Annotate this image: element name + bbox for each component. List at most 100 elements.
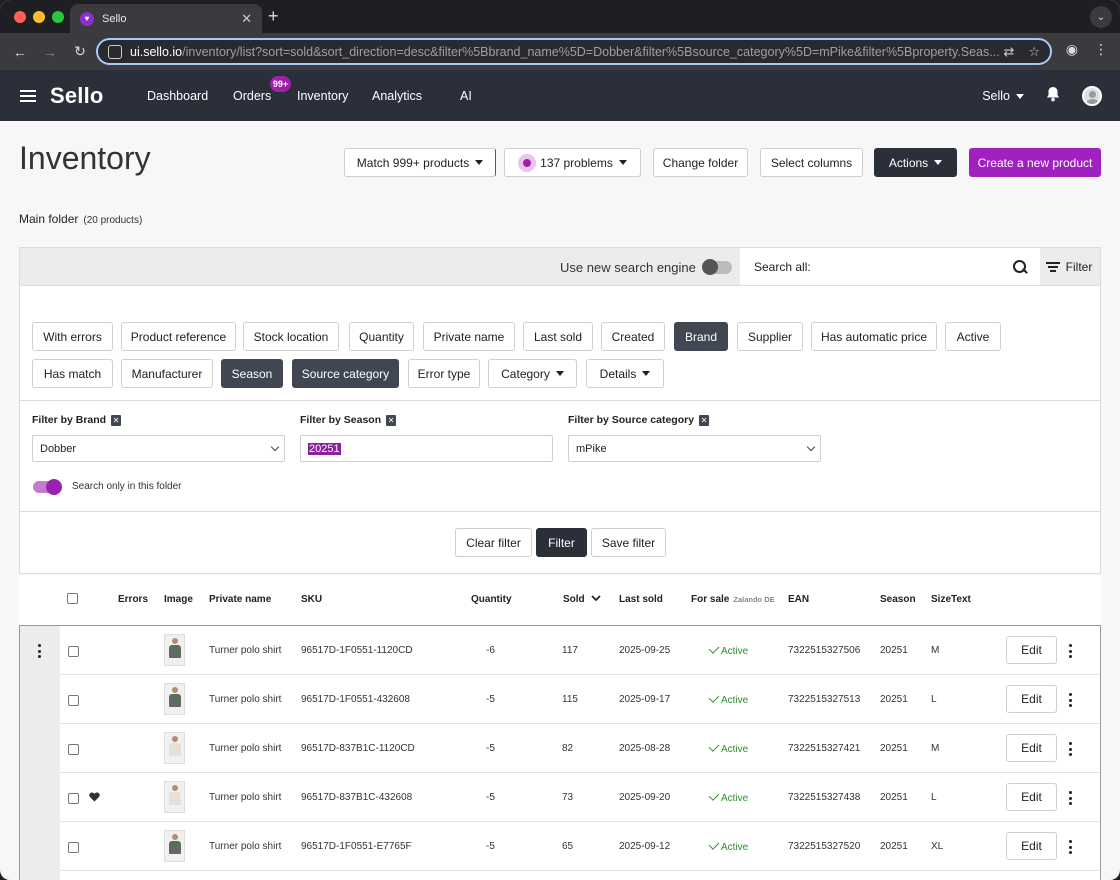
edit-button[interactable]: Edit xyxy=(1006,832,1057,860)
maximize-window-button[interactable] xyxy=(52,11,64,23)
search-engine-switch[interactable] xyxy=(701,259,732,275)
chip-manufacturer[interactable]: Manufacturer xyxy=(121,359,213,388)
chip-supplier[interactable]: Supplier xyxy=(737,322,803,351)
chip-product-reference[interactable]: Product reference xyxy=(121,322,236,351)
browser-tab[interactable]: ♥ Sello ✕ xyxy=(70,4,262,33)
new-tab-icon[interactable]: + xyxy=(268,6,279,26)
match-products-button[interactable]: Match 999+ products xyxy=(344,148,496,177)
table-row[interactable]: Turner polo shirt 96517D-1F0551-E7765F -5 6… xyxy=(60,822,1100,871)
season-input[interactable]: 20251 xyxy=(300,435,553,462)
chip-source-category[interactable]: Source category xyxy=(292,359,399,388)
remove-season-filter-icon[interactable]: ✕ xyxy=(386,414,397,426)
clear-filter-button[interactable]: Clear filter xyxy=(455,528,532,557)
product-image[interactable] xyxy=(164,683,185,715)
select-columns-button[interactable]: Select columns xyxy=(760,148,863,177)
product-image[interactable] xyxy=(164,830,185,862)
apply-filter-button[interactable]: Filter xyxy=(536,528,587,557)
table-row[interactable]: Turner polo shirt 96517D-1F0551-432608 -5 1… xyxy=(60,675,1100,724)
bookmark-star-icon[interactable]: ☆ xyxy=(1028,43,1040,59)
select-all-checkbox[interactable] xyxy=(67,593,78,604)
chip-season[interactable]: Season xyxy=(221,359,283,388)
change-folder-button[interactable]: Change folder xyxy=(653,148,748,177)
hamburger-menu-icon[interactable] xyxy=(20,89,36,102)
chip-has-automatic-price[interactable]: Has automatic price xyxy=(811,322,937,351)
notification-bell-icon[interactable] xyxy=(1046,86,1060,105)
save-filter-button[interactable]: Save filter xyxy=(591,528,666,557)
col-last-sold[interactable]: Last sold xyxy=(619,594,663,605)
browser-menu-icon[interactable]: ⋮ xyxy=(1094,41,1108,57)
search-icon[interactable] xyxy=(1012,259,1028,275)
chip-category[interactable]: Category xyxy=(488,359,577,388)
table-row[interactable]: Turner polo shirt 96517D-1F0551-1120CD -6 1… xyxy=(60,626,1100,675)
reload-icon[interactable]: ↻ xyxy=(74,43,86,59)
create-product-button[interactable]: Create a new product xyxy=(969,148,1101,177)
url-text[interactable]: ui.sello.io/inventory/list?sort=sold&sor… xyxy=(130,44,1000,59)
row-more-kebab-icon[interactable] xyxy=(1069,742,1073,756)
row-checkbox[interactable] xyxy=(68,793,79,804)
col-errors[interactable]: Errors xyxy=(118,594,149,605)
nav-analytics[interactable]: Analytics xyxy=(372,89,423,103)
col-quantity[interactable]: Quantity xyxy=(471,594,512,605)
forward-arrow-icon[interactable]: → xyxy=(43,43,57,60)
row-more-kebab-icon[interactable] xyxy=(1069,693,1073,707)
remove-source-category-filter-icon[interactable]: ✕ xyxy=(699,414,710,426)
product-image[interactable] xyxy=(164,732,185,764)
edit-button[interactable]: Edit xyxy=(1006,685,1057,713)
user-avatar[interactable] xyxy=(1082,85,1102,106)
brand-select[interactable]: Dobber xyxy=(32,435,285,462)
profile-icon[interactable]: ◉ xyxy=(1065,41,1078,57)
new-search-engine-toggle[interactable]: Use new search engine xyxy=(560,259,732,275)
folder-only-toggle[interactable] xyxy=(33,479,62,495)
row-more-kebab-icon[interactable] xyxy=(1069,840,1073,854)
row-checkbox[interactable] xyxy=(68,744,79,755)
table-row[interactable]: Turner polo shirt 96517D-837B1C-432608 -5 7… xyxy=(60,773,1100,822)
tab-search-chevron-icon[interactable]: ⌄ xyxy=(1090,6,1112,28)
back-arrow-icon[interactable]: ← xyxy=(13,43,27,60)
chip-has-match[interactable]: Has match xyxy=(32,359,113,388)
close-window-button[interactable] xyxy=(14,11,26,23)
chip-created[interactable]: Created xyxy=(601,322,665,351)
remove-brand-filter-icon[interactable]: ✕ xyxy=(111,414,122,426)
account-switcher[interactable]: Sello xyxy=(982,89,1024,103)
actions-button[interactable]: Actions xyxy=(874,148,957,177)
col-sku[interactable]: SKU xyxy=(301,594,323,605)
col-private-name[interactable]: Private name xyxy=(209,594,272,605)
edit-button[interactable]: Edit xyxy=(1006,783,1057,811)
table-row[interactable]: Turner polo shirt 96517D-837B1C-1120CD -5 8… xyxy=(60,724,1100,773)
chip-quantity[interactable]: Quantity xyxy=(349,322,414,351)
search-all-box[interactable]: Search all: xyxy=(740,248,1040,285)
sello-logo[interactable]: Sello xyxy=(50,82,104,108)
nav-orders[interactable]: Orders 99+ xyxy=(233,76,292,103)
nav-inventory[interactable]: Inventory xyxy=(297,89,349,103)
problems-button[interactable]: 137 problems xyxy=(504,148,641,177)
row-checkbox[interactable] xyxy=(68,842,79,853)
search-input[interactable] xyxy=(814,259,1012,274)
col-season[interactable]: Season xyxy=(880,594,916,605)
chip-error-type[interactable]: Error type xyxy=(408,359,480,388)
site-info-icon[interactable] xyxy=(108,44,122,59)
chip-details[interactable]: Details xyxy=(586,359,664,388)
bulk-actions-kebab-icon[interactable] xyxy=(38,644,42,658)
col-ean[interactable]: EAN xyxy=(788,594,810,605)
tab-close-icon[interactable]: ✕ xyxy=(241,10,252,26)
product-image[interactable] xyxy=(164,781,185,813)
nav-dashboard[interactable]: Dashboard xyxy=(147,89,209,103)
chip-active[interactable]: Active xyxy=(945,322,1001,351)
address-bar[interactable]: ui.sello.io/inventory/list?sort=sold&sor… xyxy=(96,38,1052,65)
row-checkbox[interactable] xyxy=(68,695,79,706)
row-more-kebab-icon[interactable] xyxy=(1069,644,1073,658)
minimize-window-button[interactable] xyxy=(33,11,45,23)
chip-last-sold[interactable]: Last sold xyxy=(523,322,593,351)
col-sold[interactable]: Sold xyxy=(563,594,602,605)
product-image[interactable] xyxy=(164,634,185,666)
edit-button[interactable]: Edit xyxy=(1006,636,1057,664)
chip-with-errors[interactable]: With errors xyxy=(32,322,113,351)
chip-private-name[interactable]: Private name xyxy=(423,322,515,351)
row-more-kebab-icon[interactable] xyxy=(1069,791,1073,805)
row-checkbox[interactable] xyxy=(68,646,79,657)
edit-button[interactable]: Edit xyxy=(1006,734,1057,762)
filter-toggle-button[interactable]: Filter xyxy=(1038,248,1100,285)
col-sizetext[interactable]: SizeText xyxy=(931,594,971,605)
source-category-select[interactable]: mPike xyxy=(568,435,821,462)
chip-stock-location[interactable]: Stock location xyxy=(243,322,339,351)
